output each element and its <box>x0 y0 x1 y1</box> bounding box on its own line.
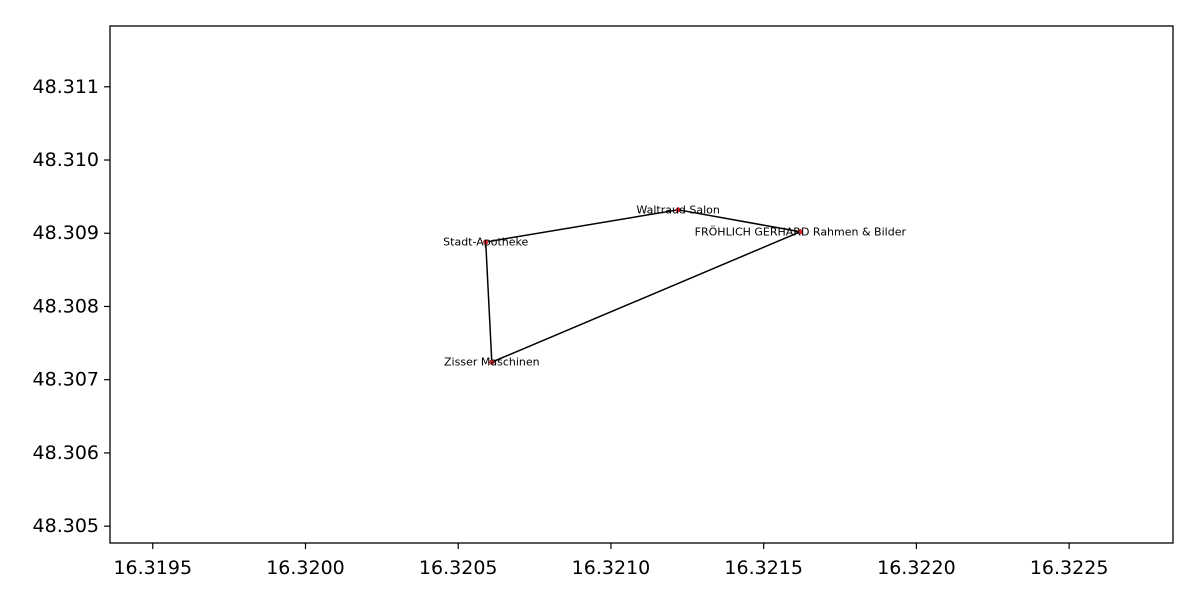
y-tick-label: 48.309 <box>33 222 99 244</box>
route-segment-1 <box>485 209 679 243</box>
label-frohlich-gerhard-rahmen-bilder: FRÖHLICH GERHARD Rahmen & Bilder <box>695 225 907 238</box>
marker-zisser-maschinen <box>489 359 495 365</box>
x-tick-label: 16.3205 <box>419 557 498 579</box>
x-tick-label: 16.3215 <box>724 557 803 579</box>
label-zisser-maschinen: Zisser Maschinen <box>444 356 540 369</box>
route-segment-4 <box>484 241 493 363</box>
marker-waltraud-salon <box>675 207 681 213</box>
y-tick-label: 48.308 <box>33 295 99 317</box>
route-lines <box>484 209 801 363</box>
label-stadt-apotheke: Stadt-Apotheke <box>443 236 528 249</box>
route-segment-3 <box>491 231 801 363</box>
y-tick-label: 48.310 <box>33 149 99 171</box>
x-tick-label: 16.3195 <box>113 557 192 579</box>
x-tick-label: 16.3200 <box>266 557 345 579</box>
location-markers <box>483 207 803 365</box>
x-tick-label: 16.3210 <box>572 557 651 579</box>
y-tick-label: 48.307 <box>33 369 99 391</box>
plot-frame <box>109 25 1174 544</box>
y-tick-label: 48.311 <box>33 76 99 98</box>
y-axis-ticks: 48.305 48.306 48.307 48.308 48.309 48.310 48.3… <box>33 76 110 537</box>
y-tick-label: 48.306 <box>33 442 99 464</box>
x-axis-ticks: 16.3195 16.3200 16.3205 16.3210 16.3215 16.32… <box>113 543 1108 579</box>
plot-background <box>110 26 1173 543</box>
route-segment-2 <box>678 209 801 233</box>
marker-frohlich-gerhard-rahmen-bilder <box>797 229 803 235</box>
location-labels: Waltraud Salon FRÖHLICH GERHARD Rahmen & … <box>443 203 906 368</box>
x-tick-label: 16.3220 <box>877 557 956 579</box>
x-tick-label: 16.3225 <box>1030 557 1109 579</box>
label-waltraud-salon: Waltraud Salon <box>636 203 720 216</box>
y-tick-label: 48.305 <box>33 515 99 537</box>
marker-stadt-apotheke <box>483 239 489 245</box>
